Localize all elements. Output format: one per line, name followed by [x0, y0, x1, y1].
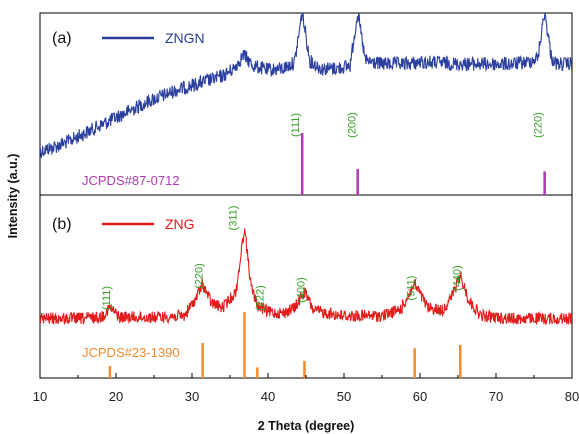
x-axis-title: 2 Theta (degree) [258, 419, 355, 433]
legend-label: ZNGN [165, 30, 205, 46]
miller-index-label: (111) [101, 286, 113, 310]
miller-index-label: (440) [451, 265, 463, 291]
reference-card-label: JCPDS#87-0712 [82, 173, 180, 188]
x-tick-label: 40 [261, 389, 275, 404]
x-tick-label: 10 [33, 389, 47, 404]
miller-index-label: (111) [290, 113, 302, 137]
x-tick-label: 20 [109, 389, 123, 404]
x-tick-label: 70 [489, 389, 503, 404]
panel-label: (b) [52, 216, 72, 233]
miller-index-label: (400) [296, 277, 308, 303]
panel-b: ZNG (b) JCPDS#23-1390 (111) (220) (311) (222) (… [40, 206, 572, 378]
x-tick-label: 60 [413, 389, 427, 404]
miller-index-label: (220) [194, 263, 206, 289]
panel-a: ZNGN (a) JCPDS#87-0712 (111) (200) (220) [40, 13, 572, 195]
x-tick-label: 30 [185, 389, 199, 404]
x-tick-label: 50 [337, 389, 351, 404]
series-line-zng [40, 228, 572, 326]
miller-index-label: (222) [254, 285, 266, 311]
series-line-zngn [40, 13, 572, 158]
miller-index-label: (200) [347, 112, 359, 138]
x-tick-label: 80 [565, 389, 579, 404]
miller-index-label: (511) [406, 276, 418, 301]
miller-index-label: (311) [227, 206, 239, 231]
legend-label: ZNG [165, 216, 195, 232]
miller-index-label: (220) [533, 112, 545, 138]
reference-card-label: JCPDS#23-1390 [82, 345, 180, 360]
y-axis-title: Intensity (a.u.) [6, 154, 20, 239]
x-axis-ticks: 10 20 30 40 50 60 70 80 [33, 373, 579, 404]
panel-label: (a) [52, 30, 72, 47]
